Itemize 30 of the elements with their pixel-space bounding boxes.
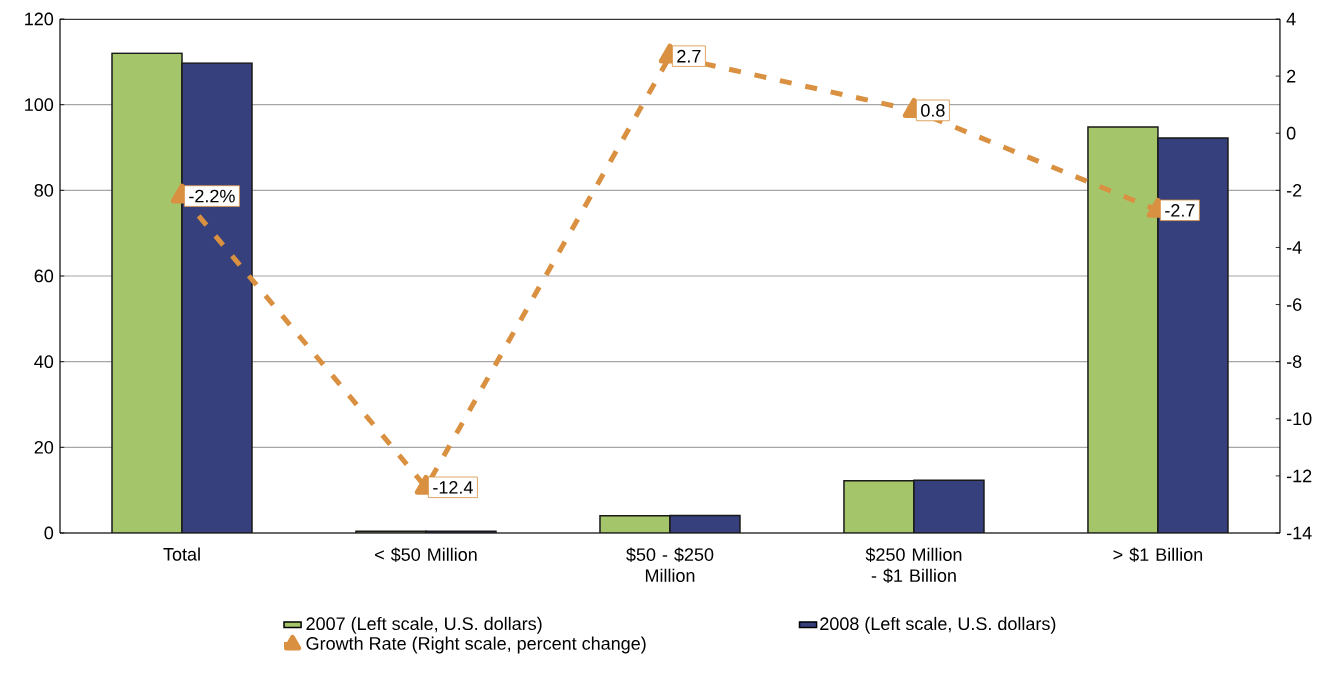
y-tick-label: 120 — [25, 12, 54, 26]
data-label: -2.2% — [189, 189, 235, 203]
x-tick-label: $50 - $250 Million — [626, 547, 714, 582]
legend-label: 2007 (Left scale, U.S. dollars) — [306, 616, 542, 634]
y-tick-label: 80 — [34, 183, 54, 197]
y2-tick-label: 4 — [1286, 12, 1296, 26]
y-tick-label: 40 — [34, 355, 54, 369]
x-tick-label: Total — [163, 547, 200, 561]
y-tick-label: 0 — [44, 526, 54, 540]
data-label: 2.7 — [677, 49, 701, 63]
y2-tick-label: -6 — [1286, 298, 1302, 311]
y2-tick-label: -14 — [1286, 526, 1312, 540]
data-label: -2.7 — [1165, 204, 1195, 217]
legend-label: 2008 (Left scale, U.S. dollars) — [820, 616, 1056, 634]
y2-tick-label: -2 — [1286, 184, 1302, 197]
y2-tick-label: 2 — [1287, 69, 1296, 83]
legend-label: Growth Rate (Right scale, percent change) — [306, 636, 646, 654]
y2-tick-label: -4 — [1286, 241, 1302, 254]
y-tick-label: 100 — [25, 98, 54, 112]
data-label: -12.4 — [433, 481, 473, 494]
y-tick-label: 20 — [34, 440, 54, 454]
x-tick-label: > $1 Billion — [1113, 547, 1203, 563]
y2-tick-label: -8 — [1286, 355, 1302, 369]
y2-tick-label: 0 — [1286, 126, 1296, 140]
y2-tick-label: -12 — [1286, 469, 1312, 483]
data-label: 0.8 — [921, 104, 945, 117]
y2-tick-label: -10 — [1286, 412, 1312, 426]
x-tick-label: $250 Million - $1 Billion — [865, 547, 962, 584]
x-tick-label: < $50 Million — [375, 547, 477, 563]
y-tick-label: 60 — [34, 269, 54, 283]
